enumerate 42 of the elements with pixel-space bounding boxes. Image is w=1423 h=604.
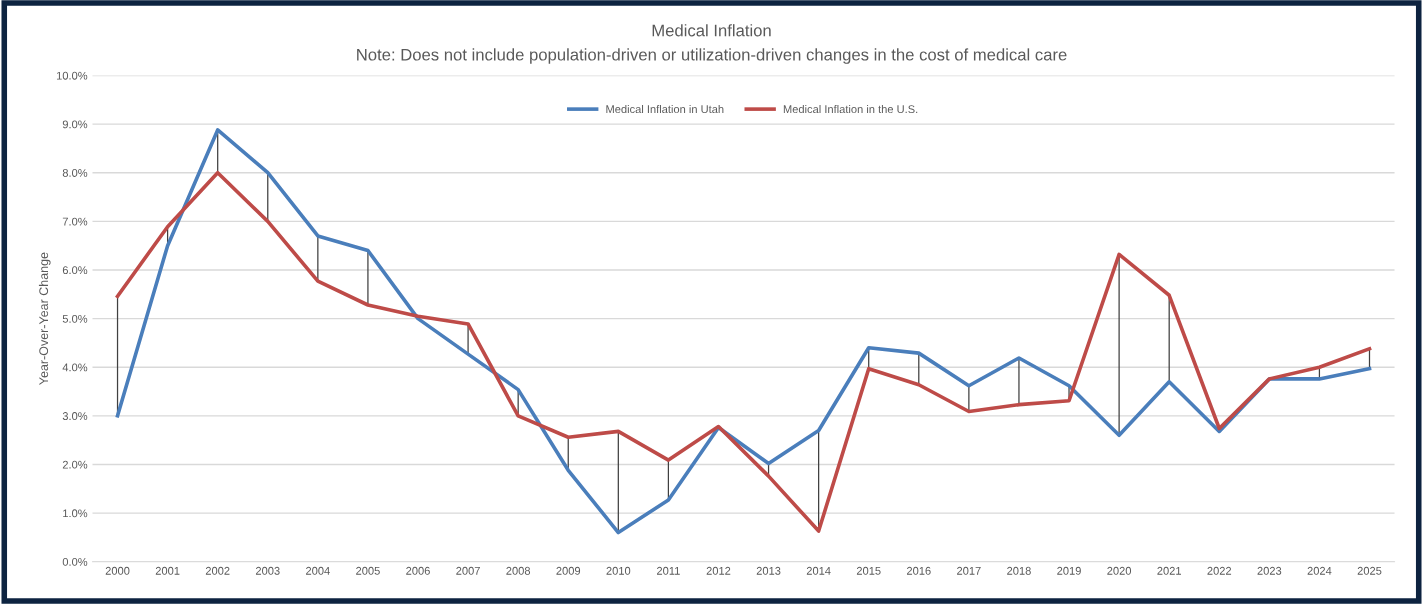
x-tick-label: 2017 (957, 566, 981, 575)
y-tick-label: 5.0% (62, 314, 88, 323)
x-tick-label: 2011 (657, 566, 680, 575)
x-tick-label: 2013 (756, 566, 781, 575)
x-tick-label: 2004 (306, 566, 330, 575)
x-tick-label: 2009 (556, 566, 581, 575)
chart-subtitle: Note: Does not include population-driven or utilization-driven changes in the cost of medical care (357, 48, 1067, 64)
x-tick-label: 2008 (506, 566, 531, 575)
x-tick-label: 2019 (1057, 566, 1081, 575)
x-tick-label: 2015 (856, 566, 881, 575)
x-tick-label: 2003 (255, 566, 280, 575)
x-tick-label: 2002 (205, 566, 230, 575)
y-tick-label: 4.0% (62, 363, 88, 372)
x-tick-label: 2001 (155, 566, 180, 575)
x-tick-label: 2023 (1257, 566, 1282, 575)
x-tick-label: 2016 (906, 566, 931, 575)
x-tick-label: 2007 (456, 566, 480, 575)
y-tick-label: 6.0% (62, 266, 88, 275)
y-tick-label: 2.0% (62, 460, 88, 469)
chart-title: Medical Inflation (652, 24, 771, 37)
x-tick-label: 2020 (1107, 566, 1132, 575)
x-tick-label: 2021 (1157, 566, 1181, 575)
y-tick-label: 8.0% (62, 169, 88, 177)
x-tick-label: 2006 (406, 566, 430, 575)
legend-label: Medical Inflation in the U.S. (783, 104, 918, 114)
x-tick-label: 2018 (1007, 566, 1031, 575)
y-axis-title: Year-Over-Year Change (38, 252, 51, 385)
y-tick-label: 0.0% (62, 557, 88, 566)
x-tick-label: 2005 (356, 566, 380, 575)
y-tick-label: 9.0% (62, 120, 88, 129)
y-tick-label: 1.0% (63, 509, 88, 518)
x-tick-label: 2024 (1307, 566, 1332, 575)
x-tick-label: 2014 (806, 566, 831, 575)
legend-label: Medical Inflation in Utah (606, 104, 724, 114)
x-tick-label: 2012 (706, 566, 731, 575)
x-tick-label: 2010 (606, 566, 631, 575)
y-tick-label: 7.0% (62, 217, 88, 226)
x-tick-label: 2022 (1207, 566, 1232, 575)
x-tick-label: 2000 (105, 566, 130, 575)
y-tick-label: 10.0% (56, 71, 88, 80)
x-tick-label: 2025 (1357, 566, 1382, 575)
y-tick-label: 3.0% (62, 412, 88, 420)
